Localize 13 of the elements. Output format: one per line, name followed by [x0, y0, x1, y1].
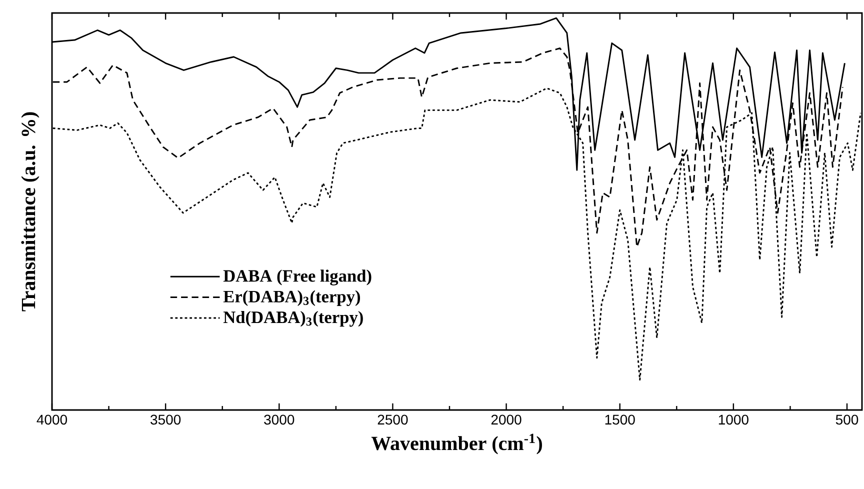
legend-label: Er(DABA)$_{3}$(terpy) — [223, 290, 360, 306]
legend-label: DABA (Free ligand) — [223, 270, 372, 286]
x-tick-label: 3000 — [264, 414, 294, 425]
x-axis-title: Wavenumber (cm$^{-1}$) — [371, 434, 542, 454]
x-tick-label: 2000 — [491, 414, 522, 425]
x-tick-label: 500 — [836, 414, 858, 425]
x-tick-label: 4000 — [36, 414, 68, 425]
legend-label: Nd(DABA)$_{3}$(terpy) — [223, 310, 363, 327]
x-tick-label: 1500 — [605, 414, 635, 425]
y-axis-title: Transmittance (a.u. %) — [21, 112, 40, 312]
x-tick-label: 1000 — [718, 414, 748, 425]
x-tick-label: 3500 — [150, 414, 181, 425]
x-tick-label: 2500 — [378, 414, 408, 425]
